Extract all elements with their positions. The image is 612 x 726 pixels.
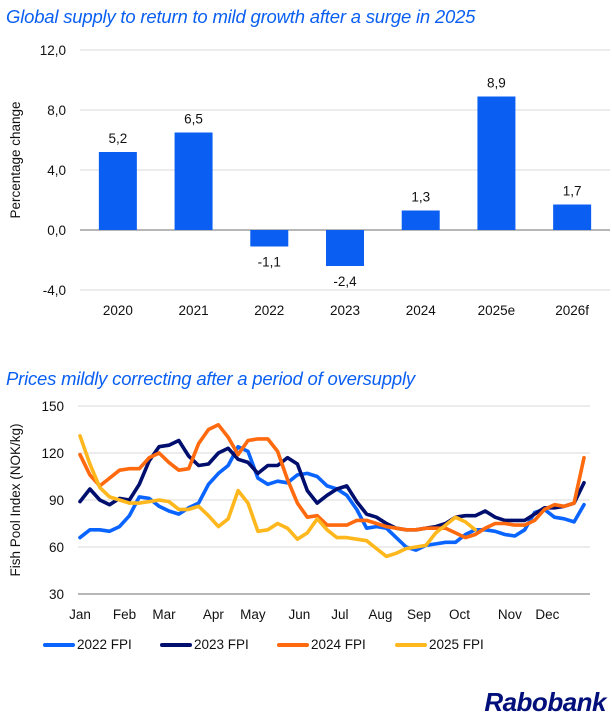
data-label: 6,5 bbox=[184, 112, 203, 127]
series-line-2025 bbox=[78, 433, 478, 559]
x-tick-label: Mar bbox=[152, 607, 176, 622]
data-label: 5,2 bbox=[108, 131, 127, 146]
y-tick-label: 120 bbox=[41, 446, 64, 461]
bar-2023 bbox=[326, 230, 364, 266]
y-tick-label: 60 bbox=[49, 540, 64, 555]
data-label: 1,7 bbox=[563, 184, 582, 199]
line-chart-legend: 2022 FPI 2023 FPI 2024 FPI 2025 FPI bbox=[0, 637, 612, 657]
x-tick-label: Aug bbox=[368, 607, 392, 622]
legend-label-2023: 2023 FPI bbox=[194, 637, 249, 652]
x-tick-label: May bbox=[240, 607, 266, 622]
line-chart-title: Prices mildly correcting after a period … bbox=[6, 368, 415, 389]
legend-item-2022: 2022 FPI bbox=[43, 637, 132, 652]
legend-swatch-2023 bbox=[160, 642, 192, 647]
y-tick-label: 0,0 bbox=[47, 223, 66, 238]
y-axis-label: Fish Pool Index (NOK/kg) bbox=[8, 423, 23, 576]
y-tick-label: 150 bbox=[41, 399, 64, 414]
bar-2024 bbox=[401, 210, 440, 230]
data-label: 8,9 bbox=[487, 76, 506, 91]
legend-label-2024: 2024 FPI bbox=[311, 637, 366, 652]
bar-2020 bbox=[98, 152, 137, 230]
line-chart: 30 60 90 120 150 Fish Pool Index (NOK/kg) Jan F… bbox=[8, 399, 590, 622]
y-tick-label: 30 bbox=[49, 587, 64, 602]
y-tick-label: 8,0 bbox=[47, 103, 66, 118]
x-tick-label: Feb bbox=[113, 607, 136, 622]
bar-2025e bbox=[477, 96, 516, 230]
rabobank-logo: Rabobank bbox=[484, 687, 606, 717]
x-tick-label: Jun bbox=[288, 607, 310, 622]
x-tick-label: Oct bbox=[449, 607, 470, 622]
data-label: 1,3 bbox=[411, 190, 430, 205]
bar-2026f bbox=[553, 204, 592, 230]
data-label: -2,4 bbox=[333, 274, 357, 289]
legend-swatch-2022 bbox=[43, 642, 75, 647]
x-tick-label: 2023 bbox=[330, 303, 360, 318]
x-tick-label: Jul bbox=[331, 607, 348, 622]
legend-item-2024: 2024 FPI bbox=[277, 637, 366, 652]
y-tick-label: -4,0 bbox=[43, 283, 66, 298]
bar-chart-title: Global supply to return to mild growth a… bbox=[6, 6, 476, 27]
legend-swatch-2024 bbox=[277, 642, 309, 647]
x-tick-label: 2024 bbox=[406, 303, 437, 318]
y-tick-label: 12,0 bbox=[40, 43, 66, 58]
x-tick-label: Dec bbox=[535, 607, 559, 622]
legend-item-2025: 2025 FPI bbox=[395, 637, 484, 652]
series-line-2022 bbox=[78, 444, 586, 552]
x-tick-label: 2021 bbox=[179, 303, 209, 318]
y-axis-label: Percentage change bbox=[8, 101, 23, 218]
legend-label-2022: 2022 FPI bbox=[77, 637, 132, 652]
x-tick-label: 2022 bbox=[254, 303, 284, 318]
x-tick-label: 2025e bbox=[478, 303, 516, 318]
series-line-2023 bbox=[78, 438, 586, 532]
series-line-2024 bbox=[78, 422, 586, 540]
x-tick-label: Sep bbox=[407, 607, 431, 622]
y-tick-label: 4,0 bbox=[47, 163, 66, 178]
bar-2022 bbox=[250, 230, 289, 247]
x-tick-label: Nov bbox=[498, 607, 522, 622]
bar-2021 bbox=[174, 132, 213, 230]
legend-swatch-2025 bbox=[395, 642, 427, 647]
y-tick-label: 90 bbox=[49, 493, 64, 508]
x-tick-label: 2020 bbox=[103, 303, 133, 318]
legend-item-2023: 2023 FPI bbox=[160, 637, 249, 652]
x-tick-label: Apr bbox=[203, 607, 225, 622]
bar-chart: -4,0 0,0 4,0 8,0 12,0 Percentage change 5,2 202… bbox=[8, 43, 610, 318]
x-tick-label: Jan bbox=[69, 607, 91, 622]
legend-label-2025: 2025 FPI bbox=[429, 637, 484, 652]
x-tick-label: 2026f bbox=[555, 303, 589, 318]
data-label: -1,1 bbox=[258, 255, 281, 270]
